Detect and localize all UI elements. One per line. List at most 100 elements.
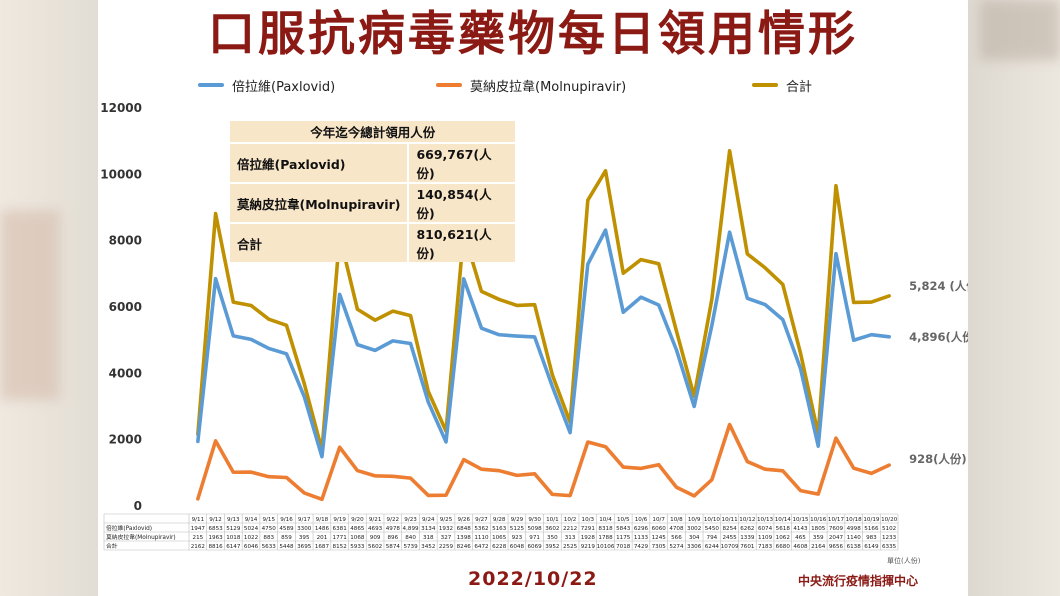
x-tick-label: 10/13 xyxy=(757,517,774,523)
table-cell: 6335 xyxy=(882,544,897,550)
table-cell: 6244 xyxy=(705,544,720,550)
summary-row: 莫納皮拉韋(Molnupiravir) 140,854(人份) xyxy=(230,184,516,222)
table-cell: 1687 xyxy=(315,544,330,550)
table-cell: 1932 xyxy=(439,526,453,532)
y-tick-label: 6000 xyxy=(109,300,142,314)
table-cell: 566 xyxy=(671,535,682,541)
x-tick-label: 10/19 xyxy=(863,517,880,523)
x-tick-label: 9/26 xyxy=(457,517,470,523)
x-tick-label: 9/12 xyxy=(209,517,222,523)
table-cell: 2259 xyxy=(439,544,454,550)
table-cell: 3695 xyxy=(297,544,312,550)
table-cell: 1133 xyxy=(634,535,649,541)
table-cell: 6296 xyxy=(634,526,649,532)
table-cell: 8254 xyxy=(722,526,737,532)
table-cell: 7601 xyxy=(740,544,755,550)
table-cell: 2162 xyxy=(191,544,205,550)
table-cell: 8152 xyxy=(333,544,347,550)
table-cell: 2455 xyxy=(722,535,737,541)
x-tick-label: 9/11 xyxy=(192,517,205,523)
summary-header-row: 今年迄今總計領用人份 xyxy=(230,121,516,142)
table-cell: 896 xyxy=(387,535,398,541)
table-cell: 3134 xyxy=(421,526,436,532)
background-blur xyxy=(0,210,60,400)
summary-header: 今年迄今總計領用人份 xyxy=(230,121,516,142)
y-tick-label: 2000 xyxy=(109,433,142,447)
table-cell: 6147 xyxy=(226,544,241,550)
table-cell: 4978 xyxy=(386,526,401,532)
background-right xyxy=(968,0,1060,596)
table-cell: 1963 xyxy=(208,535,223,541)
table-cell: 4,899 xyxy=(403,526,419,532)
x-tick-label: 10/15 xyxy=(792,517,809,523)
table-cell: 8246 xyxy=(457,544,472,550)
table-cell: 6149 xyxy=(864,544,879,550)
x-tick-label: 9/29 xyxy=(511,517,524,523)
table-cell: 5098 xyxy=(528,526,543,532)
table-cell: 215 xyxy=(193,535,204,541)
table-cell: 3300 xyxy=(297,526,312,532)
x-tick-label: 10/1 xyxy=(546,517,559,523)
table-cell: 5739 xyxy=(403,544,418,550)
table-cell: 3306 xyxy=(687,544,702,550)
summary-value: 140,854(人份) xyxy=(407,184,516,222)
series-line-total xyxy=(196,149,891,452)
x-tick-label: 9/23 xyxy=(404,517,417,523)
line-chart: 0 2000 4000 6000 8000 10000 12000 9/11 9/12 9/13 9… xyxy=(100,101,968,551)
x-tick-label: 10/7 xyxy=(652,517,665,523)
table-cell: 1018 xyxy=(226,535,241,541)
summary-label: 倍拉維(Paxlovid) xyxy=(230,144,408,182)
x-tick-label: 10/2 xyxy=(564,517,577,523)
x-tick-label: 9/15 xyxy=(262,517,275,523)
legend-swatch xyxy=(436,83,462,87)
summary-row: 倍拉維(Paxlovid) 669,767(人份) xyxy=(230,144,516,182)
background-blur xyxy=(980,0,1060,60)
table-cell: 3002 xyxy=(687,526,701,532)
x-tick-label: 9/18 xyxy=(316,517,329,523)
table-cell: 201 xyxy=(317,535,328,541)
legend-item-total: 合計 xyxy=(752,76,812,95)
x-tick-label: 9/17 xyxy=(298,517,311,523)
table-cell: 7291 xyxy=(581,526,596,532)
table-cell: 3952 xyxy=(545,544,559,550)
table-cell: 1140 xyxy=(847,535,862,541)
table-cell: 1771 xyxy=(333,535,348,541)
x-tick-label: 9/22 xyxy=(387,517,400,523)
table-cell: 1245 xyxy=(652,535,667,541)
table-cell: 327 xyxy=(441,535,452,541)
table-cell: 5450 xyxy=(705,526,720,532)
table-cell: 1805 xyxy=(811,526,826,532)
end-label-molnupiravir: 928(人份) xyxy=(909,452,967,466)
table-cell: 350 xyxy=(547,535,558,541)
legend-label: 莫納皮拉韋(Molnupiravir) xyxy=(470,79,627,95)
table-cell: 7609 xyxy=(829,526,844,532)
x-tick-label: 10/9 xyxy=(688,517,701,523)
table-cell: 4693 xyxy=(368,526,383,532)
table-cell: 6074 xyxy=(758,526,773,532)
legend-label: 倍拉維(Paxlovid) xyxy=(232,79,336,95)
table-cell: 1233 xyxy=(882,535,897,541)
table-cell: 1175 xyxy=(616,535,631,541)
x-tick-label: 9/24 xyxy=(422,517,435,523)
summary-value: 669,767(人份) xyxy=(407,144,516,182)
x-tick-label: 10/20 xyxy=(881,517,898,523)
table-cell: 794 xyxy=(707,535,718,541)
table-row-label: 莫納皮拉韋(Molnupiravir) xyxy=(106,533,176,541)
x-tick-label: 9/27 xyxy=(475,517,488,523)
table-cell: 2525 xyxy=(563,544,578,550)
table-cell: 5874 xyxy=(386,544,401,550)
table-cell: 395 xyxy=(299,535,310,541)
table-cell: 1110 xyxy=(474,535,489,541)
table-cell: 1339 xyxy=(740,535,755,541)
table-cell: 5163 xyxy=(492,526,507,532)
table-cell: 5024 xyxy=(244,526,259,532)
y-tick-label: 4000 xyxy=(109,366,142,380)
x-tick-label: 9/21 xyxy=(369,517,382,523)
table-cell: 1065 xyxy=(492,535,507,541)
table-cell: 313 xyxy=(565,535,576,541)
table-cell: 1788 xyxy=(598,535,613,541)
table-row-label: 倍拉維(Paxlovid) xyxy=(106,524,152,532)
summary-row: 合計 810,621(人份) xyxy=(230,224,516,262)
table-cell: 5362 xyxy=(474,526,488,532)
table-cell: 5633 xyxy=(262,544,277,550)
